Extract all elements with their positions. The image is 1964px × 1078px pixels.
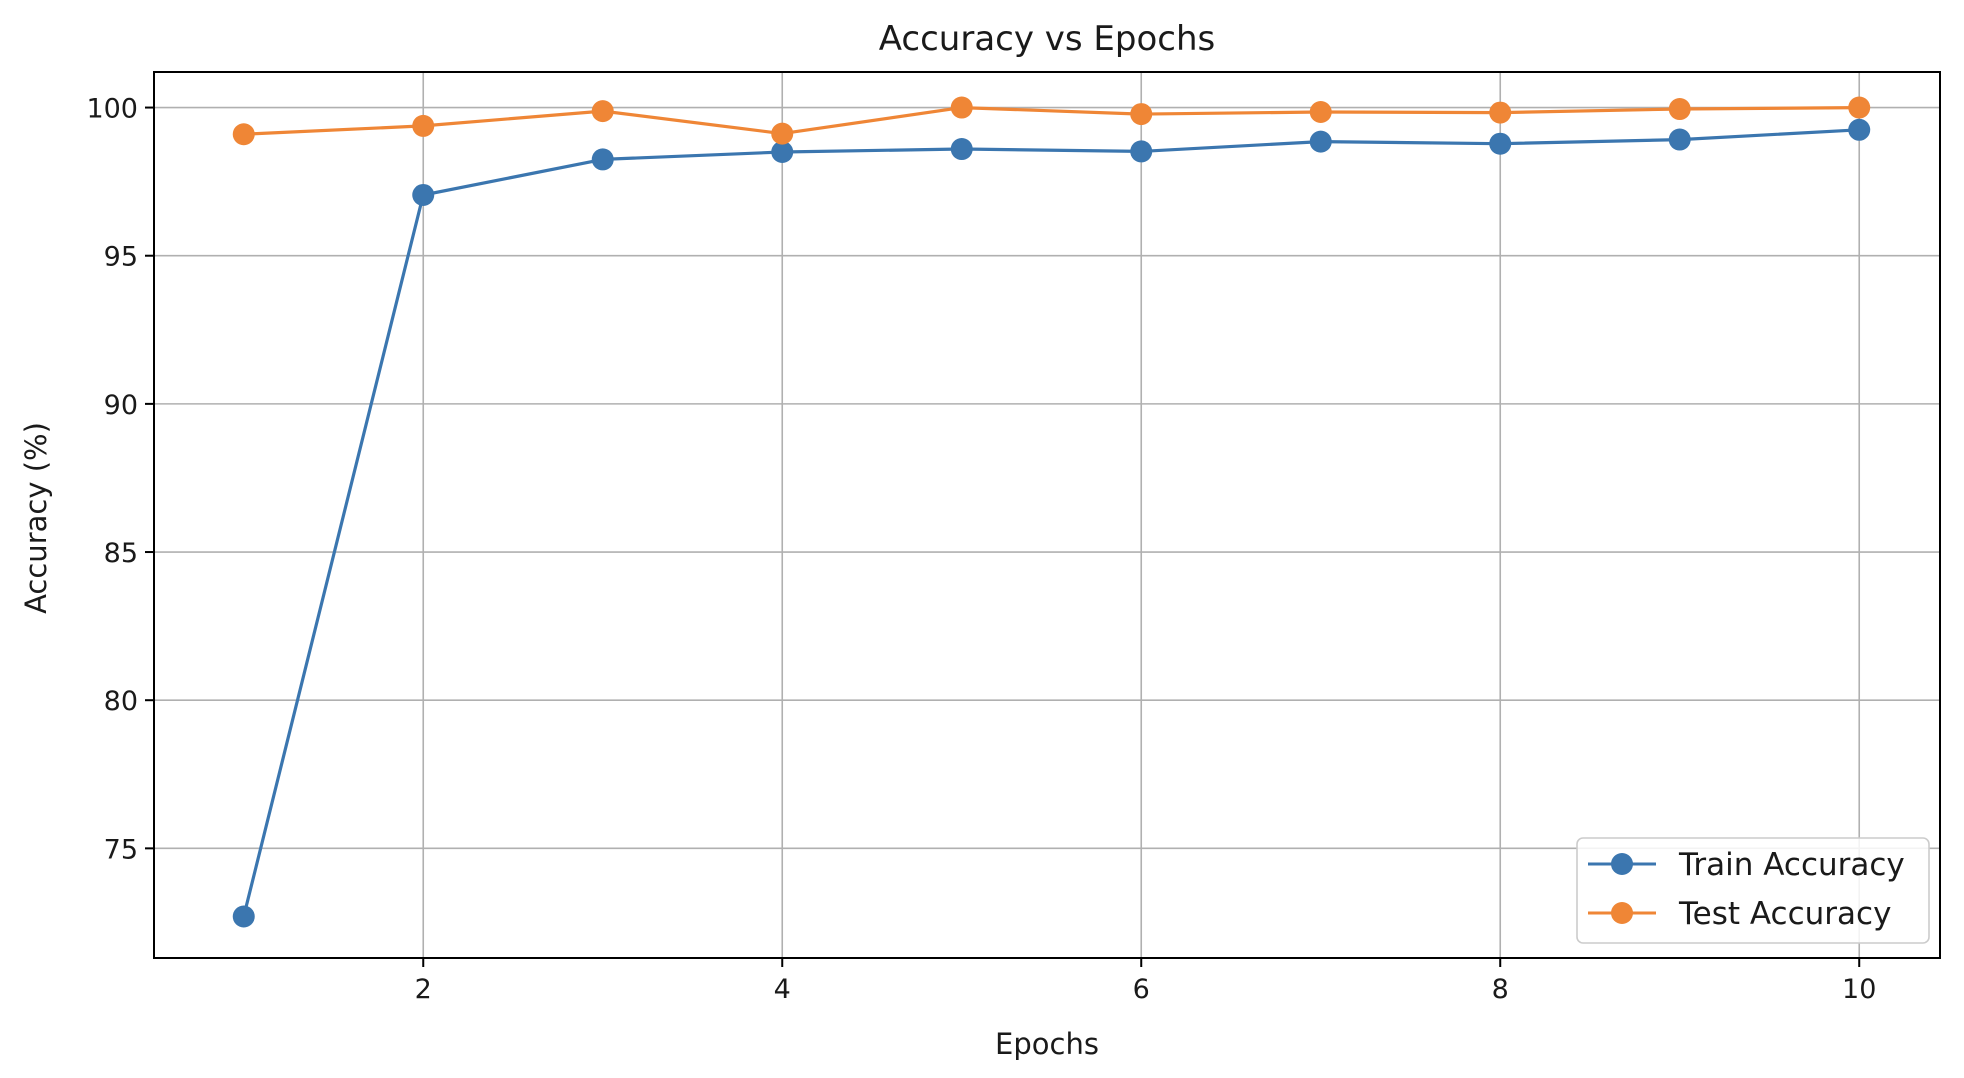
data-point-train-accuracy [1130,140,1153,163]
chart-title: Accuracy vs Epochs [879,19,1216,59]
x-tick-label: 4 [774,974,791,1005]
data-point-train-accuracy [1489,132,1512,155]
data-point-train-accuracy [1668,128,1691,151]
x-tick-label: 10 [1842,974,1876,1005]
legend-train-marker [1611,853,1633,875]
y-tick-label: 85 [104,538,138,569]
x-tick-label: 8 [1492,974,1509,1005]
legend: Train Accuracy Test Accuracy [1576,837,1930,944]
legend-train-label: Train Accuracy [1678,847,1905,883]
data-point-train-accuracy [232,905,255,928]
data-point-test-accuracy [771,122,794,145]
data-point-test-accuracy [232,123,255,146]
data-point-train-accuracy [591,148,614,171]
y-tick-label: 90 [104,390,138,421]
series-layer [232,96,1871,928]
data-point-train-accuracy [412,183,435,206]
legend-box [1576,837,1930,944]
data-point-test-accuracy [1489,101,1512,124]
plot-frame [153,71,1941,959]
data-point-train-accuracy [1309,130,1332,153]
y-tick-label: 100 [86,94,138,125]
data-point-test-accuracy [412,114,435,137]
series-line-test-accuracy [243,105,1860,136]
x-tick-label: 6 [1133,974,1150,1005]
data-point-test-accuracy [1848,96,1871,119]
data-point-test-accuracy [591,100,614,123]
series-line-train-accuracy [242,128,1860,917]
y-tick-label: 75 [104,834,138,865]
legend-test-marker [1611,902,1633,924]
data-point-test-accuracy [1130,103,1153,126]
data-point-test-accuracy [1668,98,1691,121]
x-tick-label: 2 [415,974,432,1005]
y-axis-label: Accuracy (%) [19,422,53,614]
y-tick-label: 80 [104,686,138,717]
grid [154,72,1940,958]
data-point-test-accuracy [950,96,973,119]
data-point-train-accuracy [771,141,794,164]
data-point-test-accuracy [1309,101,1332,124]
ticks: 2 4 6 8 10 75 80 85 90 95 100 [86,94,1876,1005]
y-tick-label: 95 [104,242,138,273]
x-axis-label: Epochs [995,1027,1099,1061]
legend-test-label: Test Accuracy [1678,896,1891,932]
data-point-train-accuracy [1848,118,1871,141]
data-point-train-accuracy [950,138,973,161]
